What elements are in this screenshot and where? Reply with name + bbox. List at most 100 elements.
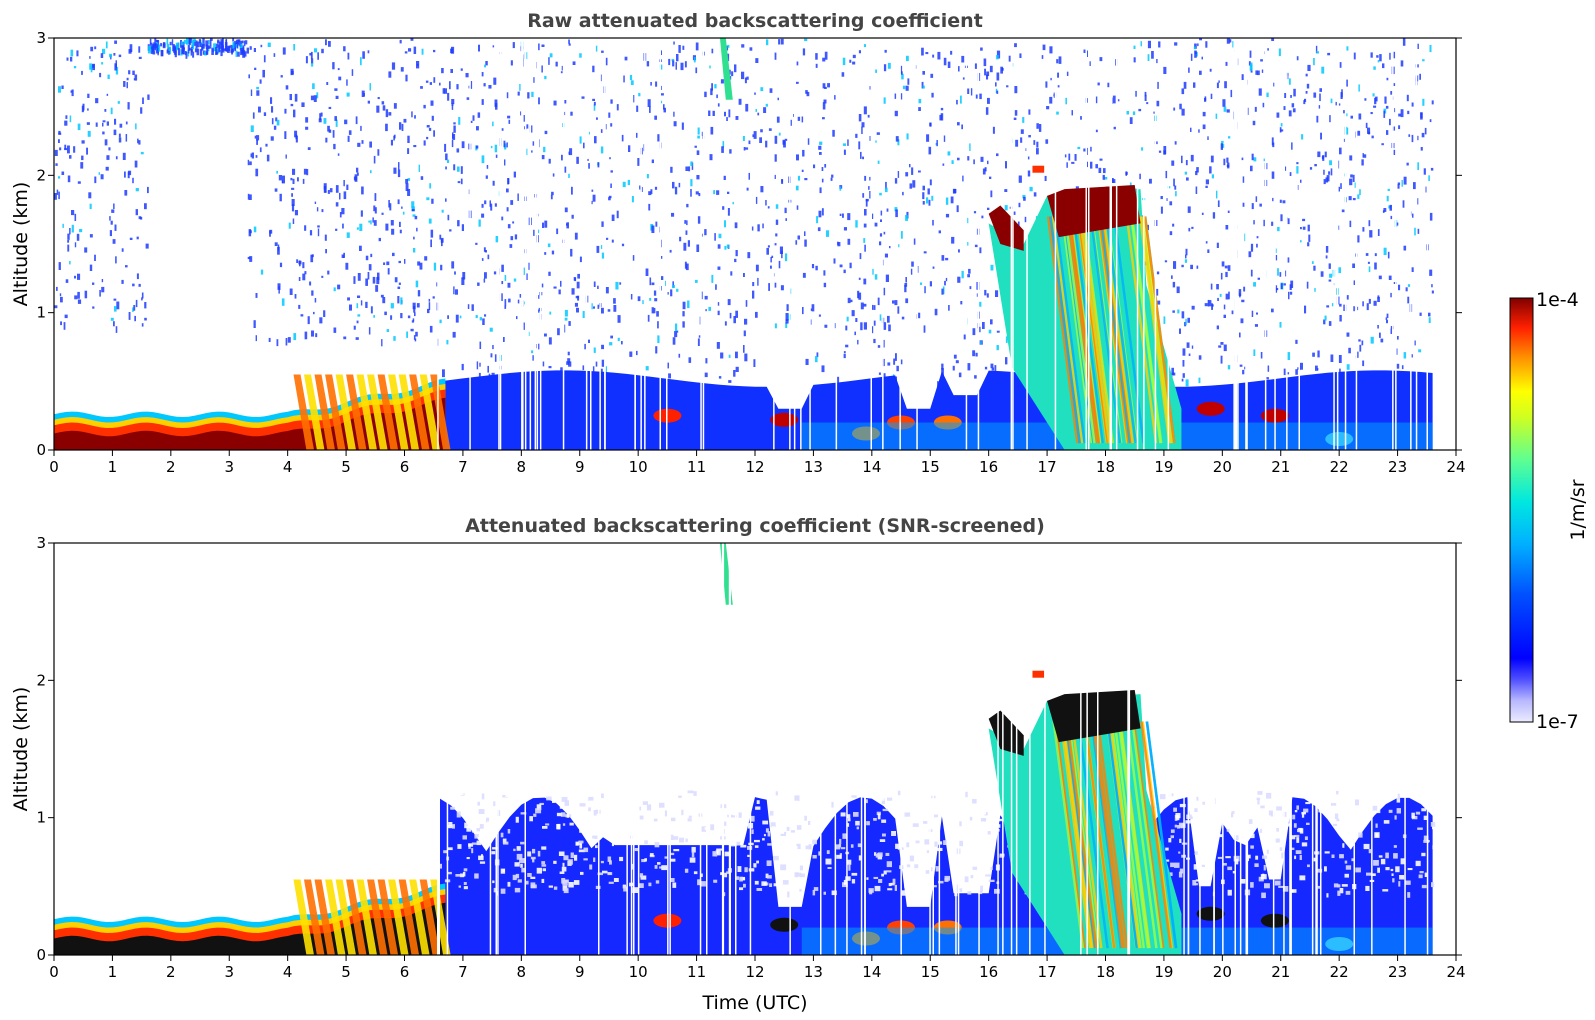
noise-speck [520,841,525,845]
noise-speck [1220,355,1223,364]
noise-speck [128,49,132,54]
noise-speck [525,273,528,280]
noise-speck [457,166,460,172]
noise-speck [980,885,983,892]
noise-speck [58,176,61,179]
noise-speck [250,153,253,158]
noise-speck [1159,794,1166,800]
noise-speck [564,207,568,213]
noise-speck [449,81,451,90]
noise-speck [1194,51,1197,54]
noise-speck [1202,801,1205,805]
noise-speck [69,228,71,235]
noise-speck [484,250,487,253]
surface-streak [419,879,441,955]
noise-speck [1256,312,1258,315]
noise-speck [133,305,136,311]
noise-speck [901,316,905,320]
noise-speck [818,145,822,150]
noise-speck [733,316,736,324]
noise-speck [507,282,511,288]
noise-speck [702,812,705,815]
noise-speck [335,202,339,207]
noise-speck [416,227,418,232]
noise-speck [704,827,708,831]
noise-speck [1382,210,1385,213]
noise-speck [365,255,369,261]
noise-speck [722,206,725,210]
noise-speck [301,102,305,107]
noise-speck [405,183,409,191]
noise-speck [60,296,63,303]
noise-speck [393,135,395,141]
noise-speck [1275,838,1280,843]
noise-speck [784,207,787,214]
noise-speck [671,812,676,817]
noise-speck [1398,284,1401,291]
noise-speck [1207,299,1210,307]
noise-speck [586,158,589,161]
noise-speck [204,51,207,56]
noise-speck [1158,150,1162,153]
data-gap [1410,38,1412,450]
noise-speck [129,237,133,240]
noise-speck [560,280,562,287]
noise-speck [564,100,567,104]
noise-speck [671,212,675,217]
noise-speck [1250,62,1253,70]
noise-speck [446,339,449,345]
noise-speck [955,888,960,893]
noise-speck [571,186,573,195]
noise-speck [700,881,706,887]
noise-speck [1299,828,1304,834]
noise-speck [1029,186,1033,192]
noise-speck [968,828,972,835]
noise-speck [822,102,826,110]
noise-speck [734,64,737,73]
noise-speck [1218,834,1223,838]
noise-speck [541,846,547,850]
noise-speck [1424,872,1428,877]
noise-speck [842,143,846,146]
noise-speck [1270,804,1273,808]
noise-speck [887,888,893,891]
y-tick-label: 0 [36,946,46,964]
noise-speck [343,46,346,52]
noise-speck [904,283,908,287]
noise-speck [485,175,488,179]
noise-speck [390,220,394,226]
data-gap [1167,38,1170,450]
noise-speck [858,114,862,122]
noise-speck [1414,340,1417,346]
data-gap [957,543,960,955]
noise-speck [880,210,883,216]
panel-screened-x-label: Time (UTC) [701,992,807,1014]
noise-speck [735,351,738,359]
noise-speck [536,804,542,811]
noise-speck [1274,880,1281,886]
noise-speck [486,817,490,823]
data-gap [637,543,640,955]
noise-speck [110,107,113,115]
noise-speck [171,39,174,46]
noise-speck [922,192,925,200]
x-tick-label: 18 [1096,963,1115,981]
noise-speck [400,297,403,305]
data-gap [706,543,708,955]
noise-speck [856,826,859,830]
noise-speck [984,68,986,76]
noise-speck [106,155,110,160]
noise-speck [343,252,345,258]
noise-speck [110,220,113,225]
noise-speck [831,174,834,178]
noise-speck [326,82,329,85]
noise-speck [943,840,947,845]
noise-speck [1000,66,1003,74]
noise-speck [391,62,396,70]
noise-speck [281,298,285,306]
noise-speck [957,276,961,283]
noise-speck [1133,57,1136,63]
noise-speck [135,209,138,216]
noise-speck [601,359,605,367]
noise-speck [735,876,740,880]
